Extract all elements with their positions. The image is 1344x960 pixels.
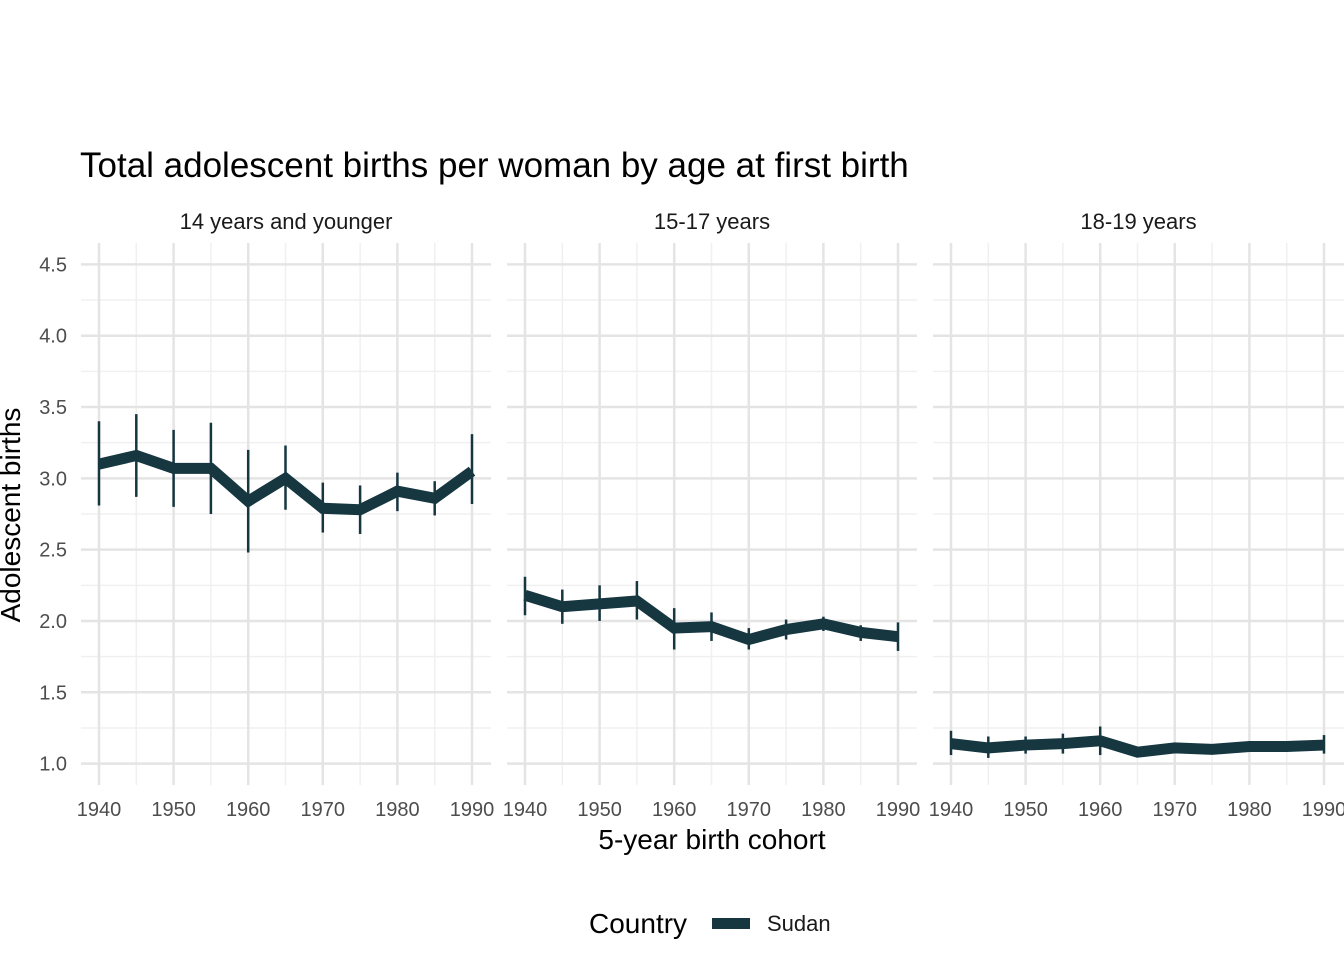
x-tick-label: 1970: [727, 799, 772, 821]
panel-1: 14 years and younger 1940 1950 1960 1970 1980…: [39, 209, 494, 821]
panel-strip-label: 14 years and younger: [180, 209, 393, 234]
chart-title: Total adolescent births per woman by age…: [80, 146, 909, 185]
y-tick-label: 2.0: [39, 611, 67, 633]
panel-strip-label: 15-17 years: [654, 209, 770, 234]
y-tick-label: 3.0: [39, 468, 67, 490]
x-axis-title: 5-year birth cohort: [598, 824, 825, 855]
y-axis-title: Adolescent births: [0, 408, 26, 623]
x-tick-label: 1990: [450, 799, 495, 821]
legend-title: Country: [589, 908, 687, 939]
legend: Country Sudan: [589, 908, 831, 939]
y-tick-label: 4.5: [39, 254, 67, 276]
x-tick-label: 1960: [652, 799, 697, 821]
x-tick-label: 1940: [77, 799, 122, 821]
series-line-sudan: [97, 449, 476, 516]
x-tick-label: 1990: [1302, 799, 1344, 821]
x-tick-label: 1950: [151, 799, 196, 821]
chart-panels: 14 years and younger 1940 1950 1960 1970 1980…: [39, 209, 1344, 821]
y-tick-label: 2.5: [39, 540, 67, 562]
x-tick-label: 1960: [226, 799, 271, 821]
x-tick-label: 1960: [1078, 799, 1123, 821]
y-tick-label: 1.0: [39, 754, 67, 776]
y-tick-label: 4.0: [39, 326, 67, 348]
x-tick-label: 1990: [876, 799, 921, 821]
legend-label-sudan: Sudan: [767, 911, 831, 936]
legend-key-sudan: [712, 918, 750, 929]
x-tick-label: 1940: [503, 799, 548, 821]
series-line-sudan: [950, 735, 1325, 758]
y-tick-label: 1.5: [39, 682, 67, 704]
series-line-sudan: [523, 590, 899, 646]
panel-strip-label: 18-19 years: [1080, 209, 1196, 234]
panel-2: 15-17 years 1940 1950 1960 1970 1980 1990: [503, 209, 921, 821]
x-tick-label: 1940: [929, 799, 974, 821]
x-tick-label: 1980: [1227, 799, 1272, 821]
x-tick-label: 1950: [577, 799, 622, 821]
x-tick-label: 1970: [1153, 799, 1198, 821]
y-tick-label: 3.5: [39, 397, 67, 419]
panel-3: 18-19 years 1940 1950 1960 1970 1980 1990: [929, 209, 1344, 821]
x-tick-label: 1950: [1003, 799, 1048, 821]
x-tick-label: 1970: [301, 799, 346, 821]
x-tick-label: 1980: [801, 799, 846, 821]
x-tick-label: 1980: [375, 799, 420, 821]
